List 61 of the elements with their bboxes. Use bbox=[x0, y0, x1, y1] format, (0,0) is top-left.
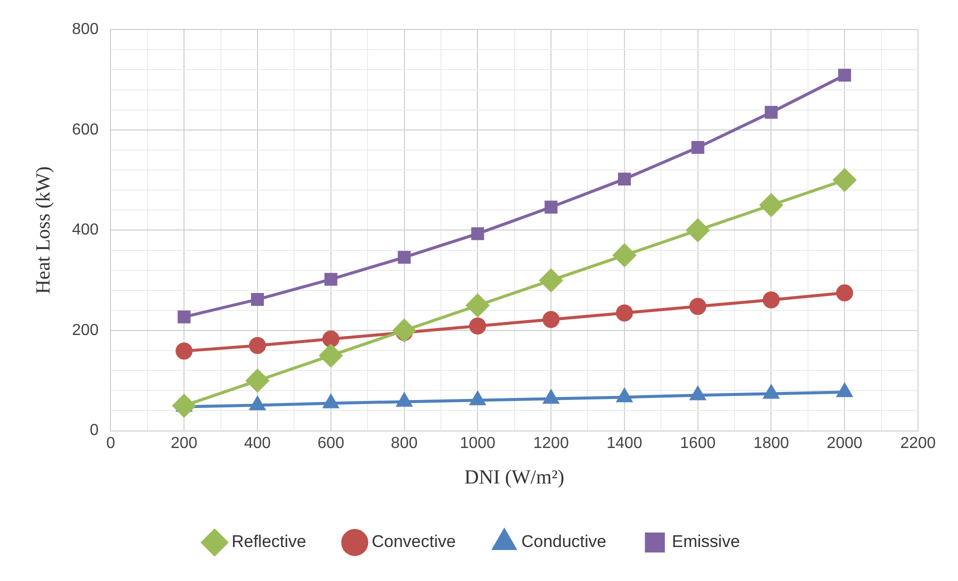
y-tick-label: 0 bbox=[90, 422, 99, 440]
x-tick-label: 800 bbox=[390, 434, 418, 452]
point bbox=[686, 218, 710, 242]
point bbox=[322, 330, 340, 348]
y-axis-title: Heat Loss (kW) bbox=[32, 166, 54, 294]
point bbox=[689, 298, 706, 315]
x-tick-label: 600 bbox=[318, 434, 344, 452]
point bbox=[764, 385, 779, 399]
point bbox=[764, 106, 778, 119]
x-tick-label: 1400 bbox=[606, 434, 642, 452]
point bbox=[760, 194, 783, 217]
point bbox=[837, 384, 852, 398]
point bbox=[248, 337, 266, 354]
legend-label: Reflective bbox=[232, 532, 306, 552]
point bbox=[691, 141, 704, 154]
point bbox=[392, 319, 416, 342]
point bbox=[176, 342, 193, 360]
x-tick-label: 0 bbox=[106, 434, 116, 452]
x-tick-label: 400 bbox=[244, 434, 271, 452]
point bbox=[836, 284, 854, 302]
point bbox=[324, 272, 338, 286]
x-tick-label: 1200 bbox=[533, 434, 569, 452]
point bbox=[762, 291, 780, 308]
point bbox=[616, 388, 632, 402]
point bbox=[466, 294, 490, 317]
y-tick-label: 400 bbox=[72, 222, 99, 239]
point bbox=[172, 394, 196, 418]
point bbox=[471, 227, 484, 240]
point bbox=[469, 317, 486, 334]
point bbox=[543, 390, 559, 404]
y-tick-label: 200 bbox=[72, 322, 99, 339]
x-tick-label: 1600 bbox=[680, 434, 716, 452]
point bbox=[833, 168, 856, 192]
point bbox=[618, 172, 631, 186]
point bbox=[319, 344, 342, 368]
point bbox=[323, 394, 338, 408]
point bbox=[246, 369, 269, 392]
point bbox=[838, 68, 852, 82]
point bbox=[616, 304, 633, 322]
point bbox=[540, 268, 563, 292]
point bbox=[250, 396, 266, 410]
legend-label: Conductive bbox=[521, 532, 606, 552]
point bbox=[612, 244, 636, 267]
x-tick-label: 2200 bbox=[900, 434, 936, 452]
point bbox=[396, 393, 412, 407]
y-tick-label: 600 bbox=[72, 121, 99, 138]
legend-label: Convective bbox=[372, 532, 456, 552]
point bbox=[398, 250, 411, 264]
x-tick-label: 200 bbox=[170, 434, 198, 452]
legend-label: Emissive bbox=[672, 532, 740, 552]
x-tick-label: 1000 bbox=[460, 434, 496, 452]
point bbox=[251, 292, 264, 306]
point bbox=[178, 310, 191, 324]
point bbox=[542, 310, 560, 328]
x-tick-label: 2000 bbox=[826, 434, 863, 452]
point bbox=[544, 200, 558, 214]
y-tick-label: 800 bbox=[72, 21, 99, 38]
x-axis-title: DNI (W/m²) bbox=[464, 466, 564, 488]
point bbox=[690, 386, 706, 400]
x-tick-label: 1800 bbox=[753, 434, 790, 452]
point bbox=[470, 392, 486, 406]
